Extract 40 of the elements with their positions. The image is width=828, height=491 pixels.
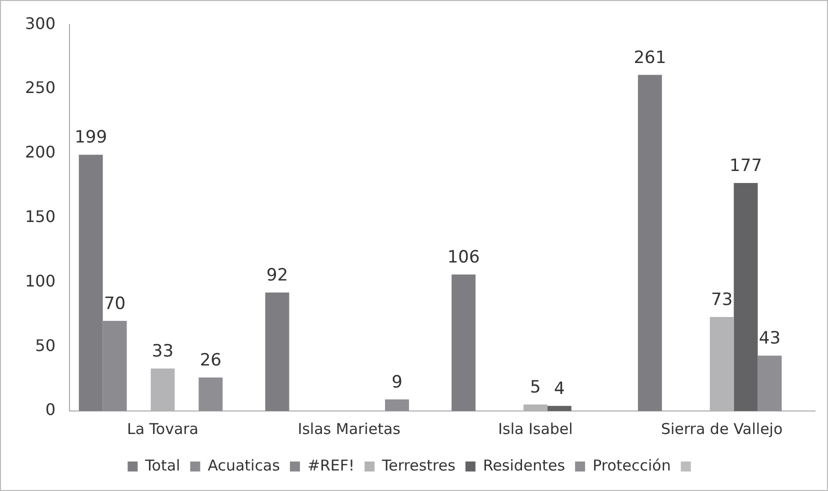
data-label: 261 <box>634 48 666 68</box>
legend-label: #REF! <box>307 456 355 474</box>
legend-label: Residentes <box>482 456 566 474</box>
data-label: 92 <box>266 265 288 286</box>
data-label: 43 <box>758 328 781 349</box>
data-label: 73 <box>710 290 733 310</box>
data-label: 4 <box>554 378 565 399</box>
legend-label: Total <box>144 456 180 474</box>
data-label: 106 <box>447 247 480 268</box>
y-tick-label: 250 <box>24 78 56 98</box>
data-label: 199 <box>74 128 108 148</box>
data-label: 70 <box>104 294 126 314</box>
legend-label: Terrestres <box>381 456 456 474</box>
bar <box>734 183 758 411</box>
y-tick-label: 300 <box>24 14 56 33</box>
bar <box>547 406 572 411</box>
legend-label: Protección <box>592 456 671 474</box>
bar <box>102 320 127 411</box>
x-tick-label: Sierra de Vallejo <box>660 420 783 438</box>
bar <box>78 154 103 411</box>
bar <box>638 74 662 411</box>
bar <box>265 292 290 411</box>
y-tick-label: 0 <box>45 400 56 420</box>
y-tick-label: 150 <box>24 206 56 226</box>
x-tick-label: Isla Isabel <box>498 420 573 438</box>
bar <box>385 399 409 411</box>
legend-label: Acuaticas <box>208 456 280 474</box>
data-label: 9 <box>392 372 402 392</box>
bar <box>198 378 223 411</box>
bar <box>452 274 476 411</box>
y-tick-label: 50 <box>35 336 56 355</box>
y-tick-label: 100 <box>24 271 56 290</box>
x-tick-label: Islas Marietas <box>298 420 401 438</box>
data-label: 177 <box>730 156 762 176</box>
data-label: 33 <box>152 341 174 362</box>
bar <box>758 356 782 411</box>
data-label: 26 <box>200 350 222 370</box>
y-tick-label: 200 <box>24 142 56 162</box>
data-label: 5 <box>530 377 541 398</box>
x-tick-label: La Tovara <box>126 420 198 438</box>
